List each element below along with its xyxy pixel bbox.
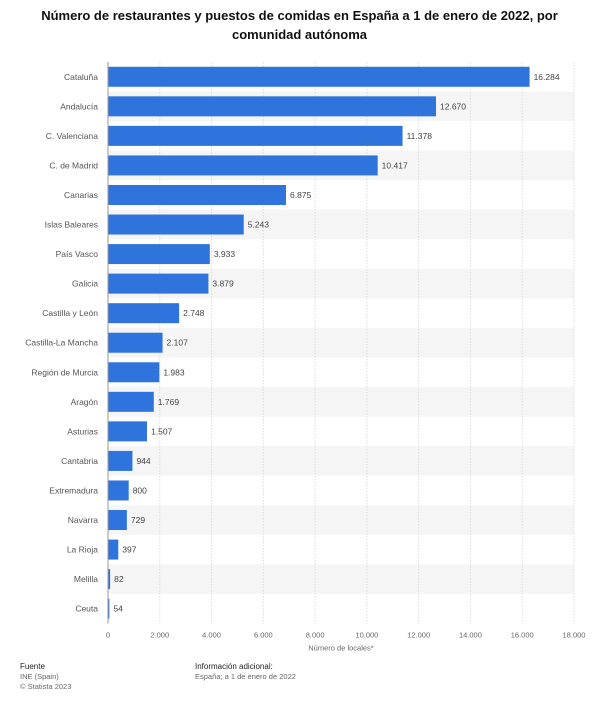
bar (108, 66, 530, 87)
category-label: Ceuta (75, 604, 98, 614)
value-label: 5.243 (248, 220, 270, 230)
category-label: Melilla (74, 574, 98, 584)
category-label: Andalucía (60, 101, 98, 111)
info-line: España; a 1 de enero de 2022 (195, 672, 296, 681)
category-label: Región de Murcia (31, 367, 98, 377)
info-heading[interactable]: Información adicional: (195, 662, 273, 671)
x-tick-label: 14.000 (459, 630, 482, 639)
x-tick-label: 18.000 (563, 630, 586, 639)
value-label: 82 (114, 574, 124, 584)
bar (108, 510, 127, 531)
x-tick-label: 2.000 (150, 630, 169, 639)
x-axis-label: Número de locales* (308, 643, 374, 652)
row-band (108, 327, 574, 358)
category-label: Asturias (67, 426, 98, 436)
category-label: Islas Baleares (45, 220, 98, 230)
category-label: Extremadura (49, 485, 98, 495)
x-tick-label: 8.000 (306, 630, 325, 639)
value-label: 11.378 (407, 131, 433, 141)
value-label: 3.933 (214, 249, 236, 259)
bar (108, 155, 378, 176)
category-label: Galicia (72, 279, 98, 289)
copyright-line[interactable]: © Statista 2023 (20, 682, 72, 691)
bar (108, 362, 160, 383)
x-tick-label: 6.000 (254, 630, 273, 639)
bar (108, 125, 403, 146)
value-label: 2.107 (167, 338, 189, 348)
bar (108, 450, 133, 471)
row-band (108, 505, 574, 535)
category-label: Aragón (71, 397, 99, 407)
chart-title: Número de restaurantes y puestos de comi… (41, 8, 558, 42)
value-label: 6.875 (290, 190, 312, 200)
value-label: 1.983 (163, 367, 185, 377)
bar (108, 480, 129, 501)
bar (108, 214, 244, 235)
bar (108, 391, 154, 412)
category-label: La Rioja (67, 545, 98, 555)
category-label: Navarra (68, 515, 99, 525)
x-tick-label: 12.000 (407, 630, 430, 639)
value-label: 800 (133, 485, 147, 495)
category-label: Canarias (64, 190, 98, 200)
x-tick-label: 0 (106, 630, 110, 639)
category-label: C. Valenciana (46, 131, 99, 141)
info-block: Información adicional: España; a 1 de en… (195, 662, 296, 682)
x-tick-label: 4.000 (202, 630, 221, 639)
bar (108, 539, 119, 560)
bar (108, 569, 111, 590)
value-label: 2.748 (183, 308, 205, 318)
bar (108, 244, 210, 265)
x-tick-label: 10.000 (355, 630, 378, 639)
bar-chart: 0 2.000 4.000 6.000 8.000 10.000 12.000 14.000 1… (25, 62, 586, 652)
bar (108, 303, 180, 324)
source-line: INE (Spain) (20, 672, 59, 681)
category-label: C. de Madrid (49, 160, 98, 170)
source-heading: Fuente (20, 662, 45, 671)
category-label: Cataluña (64, 72, 98, 82)
category-label: Castilla-La Mancha (25, 338, 98, 348)
row-band (108, 387, 574, 417)
category-label: Cantabria (61, 456, 98, 466)
value-label: 944 (136, 456, 150, 466)
value-label: 10.417 (382, 160, 408, 170)
bar (108, 598, 110, 619)
row-band (108, 446, 574, 476)
value-label: 54 (113, 604, 123, 614)
category-label: Castilla y León (42, 308, 98, 318)
value-label: 1.507 (151, 426, 173, 436)
value-label: 12.670 (440, 101, 466, 111)
row-band (108, 564, 574, 594)
category-label: País Vasco (56, 249, 99, 259)
bar (108, 421, 148, 442)
bar (108, 184, 286, 205)
bar (108, 273, 209, 294)
value-label: 16.284 (534, 72, 560, 82)
bar (108, 332, 163, 353)
source-block: Fuente INE (Spain) © Statista 2023 (20, 662, 71, 692)
value-label: 397 (122, 545, 136, 555)
bar (108, 96, 437, 117)
value-label: 729 (131, 515, 145, 525)
value-label: 1.769 (158, 397, 180, 407)
x-tick-label: 16.000 (511, 630, 534, 639)
value-label: 3.879 (212, 279, 234, 289)
